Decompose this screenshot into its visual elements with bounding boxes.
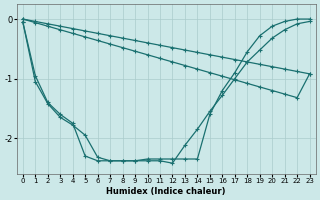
X-axis label: Humidex (Indice chaleur): Humidex (Indice chaleur) xyxy=(107,187,226,196)
